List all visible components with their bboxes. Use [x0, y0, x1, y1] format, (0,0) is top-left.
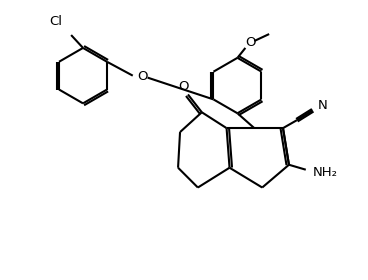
Text: O: O — [178, 80, 188, 93]
Text: N: N — [318, 99, 328, 112]
Text: O: O — [245, 36, 256, 50]
Text: Cl: Cl — [49, 15, 62, 28]
Text: O: O — [137, 70, 148, 83]
Text: NH₂: NH₂ — [313, 166, 338, 179]
